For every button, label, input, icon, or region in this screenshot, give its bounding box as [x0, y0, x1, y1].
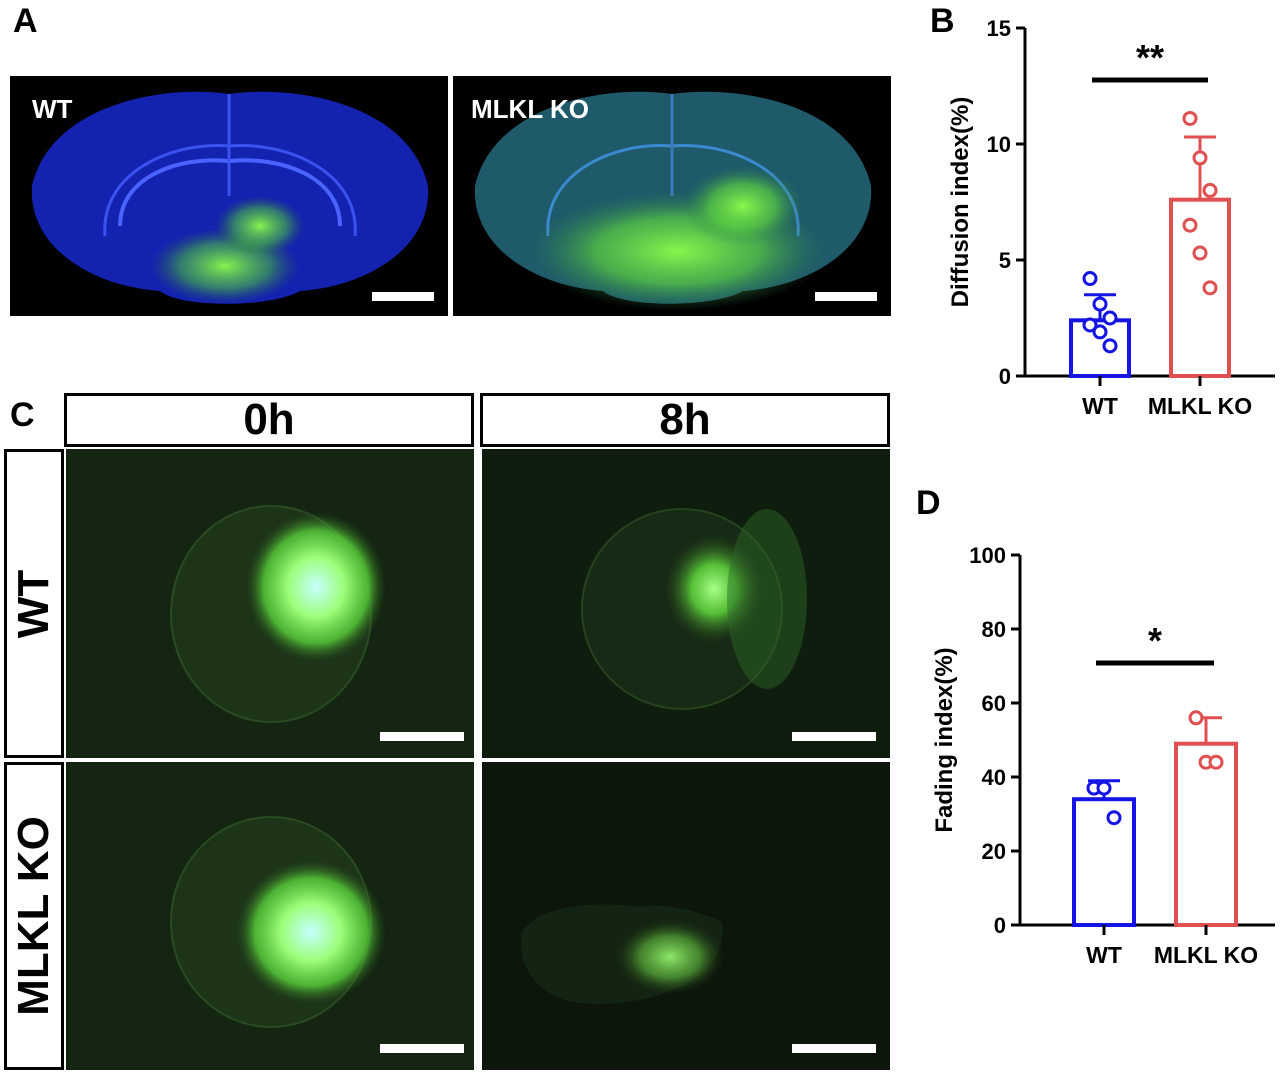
panel-b-y-tick-label: 15 — [987, 16, 1011, 41]
panel-a-letter: A — [13, 2, 38, 40]
panel-c-row-label-wt: WT — [9, 569, 58, 638]
panel-c-ko-8h-scale-bar — [792, 1044, 876, 1053]
panel-d-y-tick-label: 20 — [982, 839, 1006, 864]
panel-c-row-label-ko: MLKL KO — [9, 816, 58, 1016]
panel-b-point-ko — [1192, 150, 1208, 166]
panel-d-y-tick-label: 100 — [969, 543, 1006, 568]
panel-c-row-header-ko: MLKL KO — [4, 762, 64, 1070]
panel-b-x-label-wt: WT — [1082, 393, 1118, 419]
panel-b-chart: 0 5 10 15 Diffusion index(%) WT MLKL KO ** — [947, 16, 1275, 419]
panel-a-ko-scale-bar — [815, 292, 877, 301]
panel-b-point-wt — [1092, 324, 1108, 340]
panel-d-point-ko — [1208, 754, 1224, 770]
panel-b-point-wt — [1102, 310, 1118, 326]
panel-d-y-tick-label: 60 — [982, 691, 1006, 716]
panel-c-wt-8h-image — [482, 449, 890, 758]
panel-c-col-header-8h: 8h — [480, 393, 890, 447]
panel-a-wt-scale-bar — [372, 292, 434, 301]
panel-b-point-ko — [1202, 182, 1218, 198]
panel-b-point-ko — [1182, 110, 1198, 126]
panel-b-y-label: Diffusion index(%) — [947, 97, 974, 308]
panel-d-chart: 0 20 40 60 80 100 Fading index(%) WT MLKL KO * — [931, 543, 1275, 968]
panel-d-x-label-wt: WT — [1086, 942, 1122, 968]
panel-c-row-header-wt: WT — [4, 449, 64, 758]
panel-c-wt-0h-image — [66, 449, 474, 758]
panel-b-point-wt — [1102, 338, 1118, 354]
panel-d-y-label: Fading index(%) — [931, 647, 958, 832]
panel-b-significance-label: ** — [1136, 37, 1164, 78]
panel-d-letter: D — [916, 484, 941, 522]
panel-b-y-tick-label: 0 — [999, 364, 1011, 389]
panel-b-point-ko — [1182, 217, 1198, 233]
panel-d-point-ko — [1188, 710, 1204, 726]
panel-b-y-tick-label: 10 — [987, 132, 1011, 157]
panel-c-ko-0h-scale-bar — [380, 1044, 464, 1053]
panel-b-letter: B — [930, 2, 955, 40]
panel-c-wt-8h-scale-bar — [792, 732, 876, 741]
panel-c-wt-0h-scale-bar — [380, 732, 464, 741]
panel-b-x-label-ko: MLKL KO — [1148, 393, 1252, 419]
panel-a-wt-brain-image: WT — [10, 76, 448, 316]
panel-d-bar-ko — [1174, 741, 1238, 927]
panel-d-y-tick-label: 0 — [994, 913, 1006, 938]
panel-b-y-tick-label: 5 — [999, 248, 1011, 273]
panel-d-significance-label: * — [1148, 620, 1162, 661]
panel-c-ko-8h-image — [482, 762, 890, 1070]
panel-c-ko-0h-image — [66, 762, 474, 1070]
panel-d-point-wt — [1106, 810, 1122, 826]
panel-d-bar-wt — [1072, 797, 1136, 928]
panel-b-bar-ko — [1169, 197, 1231, 378]
panel-b-point-wt — [1092, 296, 1108, 312]
panel-a-ko-brain-image: MLKL KO — [453, 76, 891, 316]
panel-d-x-label-ko: MLKL KO — [1154, 942, 1258, 968]
panel-b-point-ko — [1202, 280, 1218, 296]
panel-b-point-wt — [1082, 271, 1098, 287]
panel-d-y-tick-label: 40 — [982, 765, 1006, 790]
panel-c-letter: C — [10, 396, 35, 434]
panel-b-point-ko — [1192, 245, 1208, 261]
panel-b-point-wt — [1082, 317, 1098, 333]
panel-c-col-header-0h: 0h — [64, 393, 474, 447]
panel-d-y-tick-label: 80 — [982, 617, 1006, 642]
panel-a-ko-label: MLKL KO — [471, 94, 589, 124]
panel-d-point-wt — [1096, 780, 1112, 796]
panel-a-wt-label: WT — [32, 94, 73, 124]
